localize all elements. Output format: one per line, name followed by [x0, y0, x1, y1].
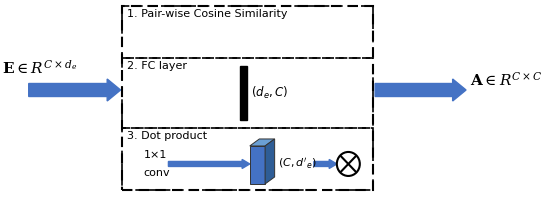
FancyArrow shape — [314, 159, 337, 168]
Polygon shape — [250, 139, 275, 146]
Text: $\mathbf{E}\in R^{C\times d_e}$: $\mathbf{E}\in R^{C\times d_e}$ — [2, 59, 77, 77]
Text: 1. Pair-wise Cosine Similarity: 1. Pair-wise Cosine Similarity — [127, 9, 288, 19]
Bar — [122, 128, 373, 190]
Bar — [122, 6, 373, 190]
Bar — [240, 66, 247, 120]
Text: 2. FC layer: 2. FC layer — [127, 61, 187, 71]
Text: 3. Dot product: 3. Dot product — [127, 131, 207, 141]
FancyArrow shape — [29, 79, 121, 101]
Text: 1×1: 1×1 — [143, 150, 167, 160]
Bar — [122, 58, 373, 128]
FancyArrow shape — [168, 159, 250, 168]
Text: conv: conv — [143, 168, 170, 178]
Text: $(C, d'_e)$: $(C, d'_e)$ — [278, 157, 316, 171]
Bar — [122, 6, 373, 58]
FancyArrow shape — [375, 79, 466, 101]
Text: $\mathbf{A}\in R^{C\times C}$: $\mathbf{A}\in R^{C\times C}$ — [470, 71, 542, 89]
Circle shape — [337, 152, 360, 176]
Text: $(d_e, C)$: $(d_e, C)$ — [251, 85, 288, 101]
Polygon shape — [265, 139, 275, 184]
Polygon shape — [250, 146, 265, 184]
